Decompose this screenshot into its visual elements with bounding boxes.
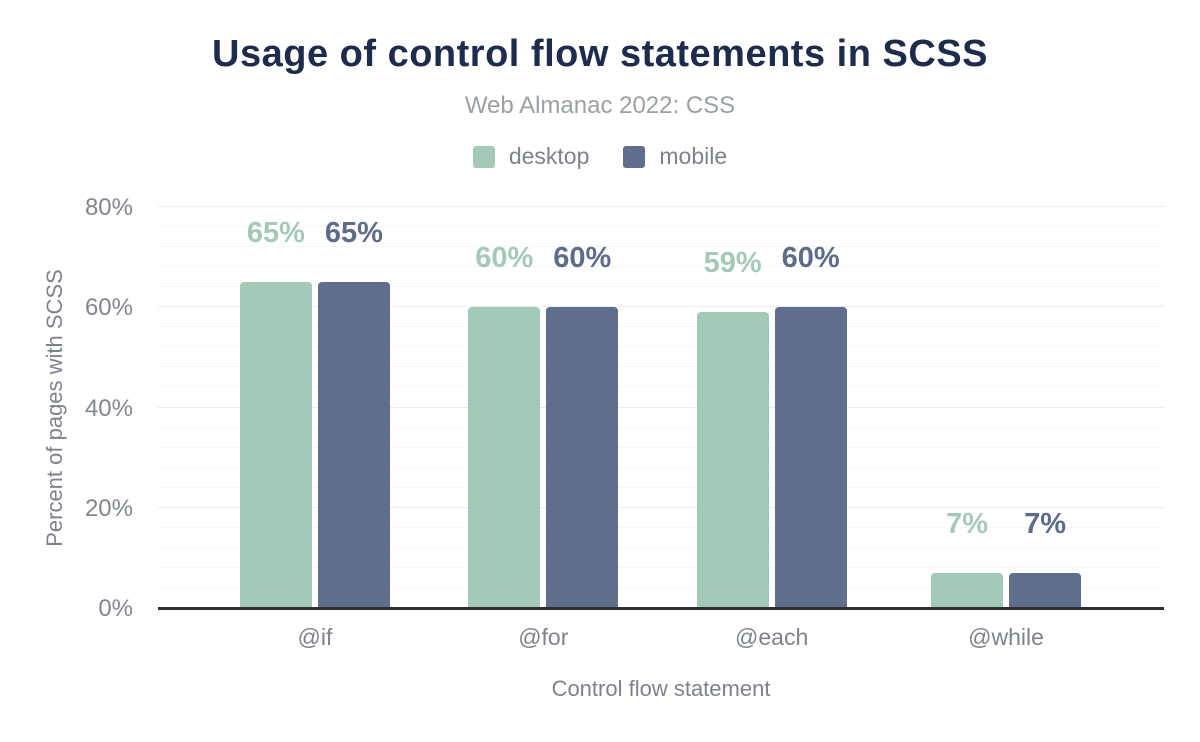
plot-area: Control flow statement 65% 65% @if 60% 60% @f… bbox=[158, 206, 1164, 701]
x-tick-label-if: @if bbox=[297, 624, 333, 650]
legend-item-desktop: desktop bbox=[472, 143, 590, 170]
gridline-minor bbox=[158, 566, 1164, 568]
y-tick-label: 20% bbox=[84, 494, 133, 522]
desktop-bar-if: 65% bbox=[239, 219, 312, 608]
bar-group-while: 7% 7% bbox=[931, 207, 1082, 608]
desktop-bar-for: 60% bbox=[468, 244, 541, 608]
gridline-minor bbox=[158, 286, 1164, 288]
gridline-major bbox=[158, 506, 1164, 508]
gridline-major bbox=[158, 406, 1164, 408]
gridline-minor bbox=[158, 266, 1164, 268]
y-tick-label: 0% bbox=[98, 595, 133, 622]
y-tick-label: 40% bbox=[84, 394, 133, 422]
legend-item-mobile: mobile bbox=[623, 143, 727, 170]
desktop-value-label-while: 7% bbox=[946, 507, 989, 540]
x-tick-label-for: @for bbox=[518, 624, 569, 650]
x-axis-line bbox=[158, 607, 1164, 610]
gridline-minor bbox=[158, 446, 1164, 448]
gridline-minor bbox=[158, 346, 1164, 348]
bar-group-each: 59% 60% bbox=[696, 207, 847, 608]
mobile-bar-for: 60% bbox=[546, 244, 619, 608]
gridline-minor bbox=[158, 546, 1164, 548]
desktop-value-label-if: 65% bbox=[246, 217, 305, 250]
legend-label-desktop: desktop bbox=[508, 143, 590, 169]
y-tick-label: 60% bbox=[84, 294, 133, 322]
mobile-bar-each: 60% bbox=[774, 244, 847, 608]
gridline-minor bbox=[158, 466, 1164, 468]
gridline-minor bbox=[158, 326, 1164, 328]
gridline-minor bbox=[158, 526, 1164, 528]
x-tick-label-while: @while bbox=[968, 624, 1044, 650]
desktop-bar-while: 7% bbox=[931, 509, 1004, 608]
mobile-value-label-if: 65% bbox=[324, 217, 383, 250]
mobile-swatch-icon bbox=[623, 145, 646, 168]
gridline-major bbox=[158, 306, 1164, 308]
gridline-minor bbox=[158, 426, 1164, 428]
mobile-value-label-while: 7% bbox=[1024, 507, 1067, 540]
bar-group-if: 65% 65% bbox=[239, 207, 390, 608]
chart-subtitle: Web Almanac 2022: CSS bbox=[464, 92, 736, 119]
desktop-value-label-for: 60% bbox=[475, 242, 534, 275]
gridline-major bbox=[158, 206, 1164, 207]
x-axis-title: Control flow statement bbox=[551, 676, 771, 701]
gridline-minor bbox=[158, 226, 1164, 228]
gridline-minor bbox=[158, 486, 1164, 488]
mobile-value-label-for: 60% bbox=[553, 242, 612, 275]
legend: desktop mobile bbox=[0, 143, 1200, 170]
mobile-value-label-each: 60% bbox=[781, 242, 840, 275]
mobile-bar-while: 7% bbox=[1009, 509, 1082, 608]
mobile-bar-if: 65% bbox=[317, 219, 390, 608]
bar-group-for: 60% 60% bbox=[468, 207, 619, 608]
desktop-swatch-icon bbox=[472, 145, 495, 168]
x-tick-label-each: @each bbox=[735, 624, 809, 650]
gridline-minor bbox=[158, 586, 1164, 588]
desktop-bar-each: 59% bbox=[696, 249, 769, 608]
chart-title: Usage of control flow statements in SCSS bbox=[212, 33, 988, 75]
gridline-minor bbox=[158, 246, 1164, 248]
desktop-value-label-each: 59% bbox=[703, 247, 762, 280]
y-axis-tick-labels: 0% 20% 40% 60% 80% bbox=[0, 194, 146, 622]
gridline-minor bbox=[158, 366, 1164, 368]
gridline-minor bbox=[158, 386, 1164, 388]
legend-label-mobile: mobile bbox=[659, 143, 728, 169]
y-tick-label: 80% bbox=[84, 194, 133, 221]
